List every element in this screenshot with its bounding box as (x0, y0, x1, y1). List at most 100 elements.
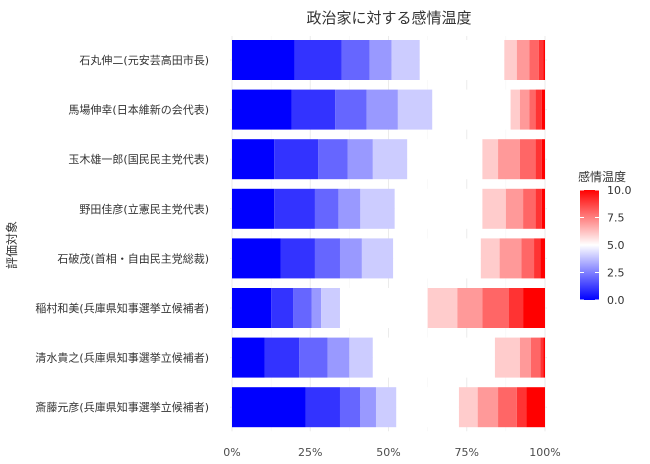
bar-segment (480, 238, 500, 279)
bar-segment (366, 89, 398, 130)
bar-segment (432, 89, 511, 130)
bar-segment (516, 40, 530, 80)
bar-segment (271, 288, 294, 328)
bar-segment (519, 139, 536, 180)
legend-title: 感情温度 (578, 169, 626, 184)
bar-segment (314, 188, 339, 229)
bar-segment (232, 188, 275, 229)
bar-segment (541, 139, 545, 180)
legend-tick-label: 10.0 (607, 184, 632, 197)
bar-segment (505, 188, 524, 229)
category-label: 馬場伸幸(日本維新の会代表) (68, 103, 209, 117)
bar-segment (482, 288, 510, 328)
x-tick-label: 25% (298, 446, 322, 459)
bar-segment (393, 238, 481, 279)
bar-segment (543, 337, 545, 378)
bar-segment (264, 337, 300, 378)
bar-segment (482, 188, 506, 229)
bar-segment (396, 387, 459, 428)
category-label: 稲村和美(兵庫県知事選挙立候補者) (35, 301, 209, 315)
y-axis-label: 評価対象 (4, 221, 19, 269)
bar-segment (541, 89, 545, 130)
bars (232, 40, 545, 428)
bar-segment (375, 387, 397, 428)
bar-segment (519, 337, 531, 378)
bar-segment (321, 288, 340, 328)
category-labels: 石丸伸二(元安芸高田市長) 馬場伸幸(日本維新の会代表) 玉木雄一郎(国民民主党代表… (35, 53, 209, 414)
bar-segment (274, 188, 315, 229)
legend-tick-label: 5.0 (607, 239, 625, 252)
bar-segment (338, 188, 361, 229)
category-label: 清水貴之(兵庫県知事選挙立候補者) (35, 351, 209, 365)
bar-segment (526, 387, 545, 428)
bar-segment (335, 89, 367, 130)
bar-segment (498, 387, 517, 428)
bar-segment (341, 40, 370, 80)
bar-segment (372, 337, 495, 378)
bar-segment (305, 387, 340, 428)
bar-segment (232, 337, 265, 378)
bar-segment (498, 139, 520, 180)
bar-segment (349, 337, 373, 378)
bar-segment (523, 188, 536, 229)
legend: 感情温度 10.0 7.5 5.0 2.5 0.0 (578, 169, 632, 307)
bar-segment (499, 238, 522, 279)
bar-segment (360, 387, 376, 428)
bar-segment (530, 337, 541, 378)
bar-segment (543, 40, 545, 80)
bar-segment (232, 387, 306, 428)
bar-segment (458, 387, 478, 428)
bar-segment (361, 238, 394, 279)
bar-segment (540, 337, 544, 378)
category-label: 玉木雄一郎(国民民主党代表) (68, 152, 209, 166)
bar-segment (523, 288, 545, 328)
legend-ticks: 10.0 7.5 5.0 2.5 0.0 (580, 184, 632, 307)
bar-segment (540, 238, 545, 279)
bar-segment (311, 288, 322, 328)
bar-segment (372, 139, 408, 180)
bar-segment (477, 387, 499, 428)
bar-segment (232, 40, 295, 80)
legend-tick-label: 0.0 (607, 294, 625, 307)
bar-segment (535, 188, 542, 229)
chart-title: 政治家に対する感情温度 (306, 9, 471, 27)
bar-segment (232, 288, 272, 328)
bar-segment (347, 139, 373, 180)
x-tick-label: 75% (455, 446, 479, 459)
legend-tick-label: 2.5 (607, 267, 625, 280)
bar-segment (339, 387, 361, 428)
bar-segment (482, 139, 499, 180)
bar-segment (274, 139, 319, 180)
bar-segment (504, 40, 517, 80)
bar-segment (327, 337, 350, 378)
bar-segment (318, 139, 348, 180)
category-label: 斎藤元彦(兵庫県知事選挙立候補者) (35, 400, 209, 414)
bar-segment (538, 40, 544, 80)
bar-segment (494, 337, 520, 378)
bar-segment (529, 40, 539, 80)
x-tick-label: 0% (223, 446, 240, 459)
bar-segment (529, 89, 536, 130)
bar-segment (299, 337, 328, 378)
bar-segment (391, 40, 420, 80)
bar-segment (369, 40, 392, 80)
bar-segment (394, 188, 483, 229)
category-label: 石破茂(首相・自由民主党総裁) (57, 251, 209, 265)
bar-segment (427, 288, 458, 328)
bar-segment (534, 238, 541, 279)
bar-segment (232, 238, 281, 279)
bar-segment (509, 288, 524, 328)
bar-segment (535, 89, 542, 130)
legend-tick-label: 7.5 (607, 212, 625, 225)
bar-segment (314, 238, 340, 279)
bar-segment (516, 387, 527, 428)
x-tick-label: 100% (529, 446, 560, 459)
bar-segment (294, 40, 342, 80)
bar-segment (291, 89, 336, 130)
bar-segment (280, 238, 315, 279)
category-label: 石丸伸二(元安芸高田市長) (79, 53, 209, 67)
bar-segment (541, 188, 545, 229)
bar-segment (457, 288, 483, 328)
bar-segment (339, 288, 428, 328)
